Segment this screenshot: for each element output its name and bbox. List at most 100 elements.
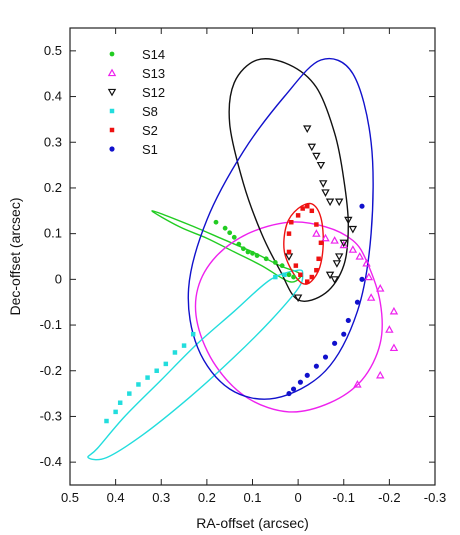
x-tick-label: 0.5 bbox=[61, 490, 79, 505]
y-tick-label: 0 bbox=[55, 271, 62, 286]
point-s12 bbox=[330, 276, 339, 284]
point-s14 bbox=[250, 250, 255, 256]
point-s14 bbox=[272, 260, 278, 265]
point-s1 bbox=[345, 317, 351, 324]
y-tick-label: 0.4 bbox=[44, 89, 62, 104]
point-s1 bbox=[290, 386, 297, 392]
point-s13 bbox=[376, 284, 385, 292]
point-s8 bbox=[104, 418, 109, 424]
point-s1 bbox=[297, 379, 303, 385]
point-s8 bbox=[172, 350, 178, 355]
legend-label-s12: S12 bbox=[142, 85, 165, 100]
point-s13 bbox=[389, 343, 399, 352]
point-s8 bbox=[136, 382, 141, 387]
orbit-s13 bbox=[194, 221, 383, 413]
point-s8 bbox=[145, 375, 150, 380]
y-tick-label: 0.3 bbox=[44, 134, 62, 149]
legend-marker-s2 bbox=[109, 127, 115, 133]
point-s12 bbox=[334, 198, 344, 207]
point-s12 bbox=[316, 161, 326, 170]
point-s8 bbox=[117, 400, 123, 405]
legend-label-s13: S13 bbox=[142, 66, 165, 81]
point-s14 bbox=[245, 249, 251, 255]
point-s12 bbox=[325, 271, 335, 280]
point-s13 bbox=[321, 233, 330, 242]
point-s1 bbox=[341, 331, 347, 337]
point-s12 bbox=[307, 143, 317, 152]
legend-marker-s1 bbox=[109, 146, 115, 152]
point-s13 bbox=[376, 370, 385, 379]
y-tick-label: -0.1 bbox=[40, 317, 62, 332]
point-s1 bbox=[332, 340, 338, 346]
point-s12 bbox=[344, 216, 353, 225]
legend-marker-s13 bbox=[107, 68, 117, 77]
y-tick-label: -0.4 bbox=[40, 454, 62, 469]
point-s2 bbox=[309, 274, 315, 280]
point-s8 bbox=[181, 343, 187, 348]
point-s14 bbox=[227, 230, 233, 236]
y-axis-title: Dec-offset (arcsec) bbox=[7, 198, 23, 316]
point-s2 bbox=[314, 267, 319, 273]
point-s1 bbox=[304, 372, 310, 378]
legend-label-s14: S14 bbox=[142, 47, 165, 62]
x-axis-title: RA-offset (arcsec) bbox=[196, 515, 309, 531]
legend-label-s8: S8 bbox=[142, 104, 158, 119]
point-s2 bbox=[298, 272, 303, 278]
x-tick-label: -0.2 bbox=[378, 490, 400, 505]
y-tick-label: -0.3 bbox=[40, 408, 62, 423]
point-s12 bbox=[321, 189, 330, 197]
point-s14 bbox=[236, 241, 242, 247]
point-s8 bbox=[154, 368, 159, 373]
point-s2 bbox=[286, 249, 292, 255]
point-s13 bbox=[385, 325, 394, 333]
point-s12 bbox=[339, 239, 348, 248]
point-s2 bbox=[316, 256, 321, 262]
data-points bbox=[104, 125, 399, 424]
x-tick-label: 0.1 bbox=[243, 490, 261, 505]
point-s12 bbox=[332, 260, 342, 268]
point-s12 bbox=[293, 294, 303, 303]
legend-marker-s8 bbox=[109, 108, 115, 114]
point-s8 bbox=[282, 272, 287, 278]
point-s14 bbox=[213, 219, 219, 225]
point-s2 bbox=[314, 222, 319, 227]
point-s14 bbox=[263, 256, 269, 262]
orbit-s1 bbox=[187, 57, 374, 400]
point-s2 bbox=[289, 219, 294, 225]
legend: S14 S13 S12 S8 S2 S1 bbox=[107, 47, 165, 157]
point-s2 bbox=[286, 231, 292, 236]
point-s1 bbox=[322, 354, 329, 360]
legend-label-s2: S2 bbox=[142, 123, 158, 138]
legend-marker-s12 bbox=[107, 88, 117, 97]
point-s2 bbox=[318, 240, 324, 246]
point-s14 bbox=[291, 274, 296, 280]
point-s2 bbox=[295, 213, 301, 218]
point-s1 bbox=[286, 391, 292, 397]
point-s13 bbox=[389, 306, 399, 315]
x-tick-label: 0.2 bbox=[198, 490, 216, 505]
point-s13 bbox=[364, 272, 374, 281]
point-s13 bbox=[362, 258, 371, 267]
orbit-lines bbox=[87, 57, 383, 461]
y-tick-label: 0.5 bbox=[44, 43, 62, 58]
y-axis: -0.4 -0.3 -0.2 -0.1 0 0.1 0.2 0.3 0.4 0.5 bbox=[40, 43, 435, 469]
point-s8 bbox=[127, 391, 132, 396]
point-s2 bbox=[300, 206, 305, 211]
point-s14 bbox=[279, 263, 285, 269]
point-s14 bbox=[254, 253, 260, 258]
point-s13 bbox=[355, 252, 364, 260]
point-s12 bbox=[348, 225, 358, 234]
point-s12 bbox=[303, 125, 312, 133]
point-s13 bbox=[366, 293, 376, 301]
y-tick-label: -0.2 bbox=[40, 363, 62, 378]
point-s13 bbox=[348, 245, 358, 253]
orbit-s8 bbox=[87, 269, 304, 461]
y-tick-label: 0.1 bbox=[44, 226, 62, 241]
point-s1 bbox=[354, 299, 361, 305]
legend-label-s1: S1 bbox=[142, 142, 158, 157]
x-tick-label: 0 bbox=[295, 490, 302, 505]
x-tick-label: 0.3 bbox=[152, 490, 170, 505]
x-tick-label: -0.1 bbox=[333, 490, 355, 505]
point-s14 bbox=[222, 225, 228, 231]
